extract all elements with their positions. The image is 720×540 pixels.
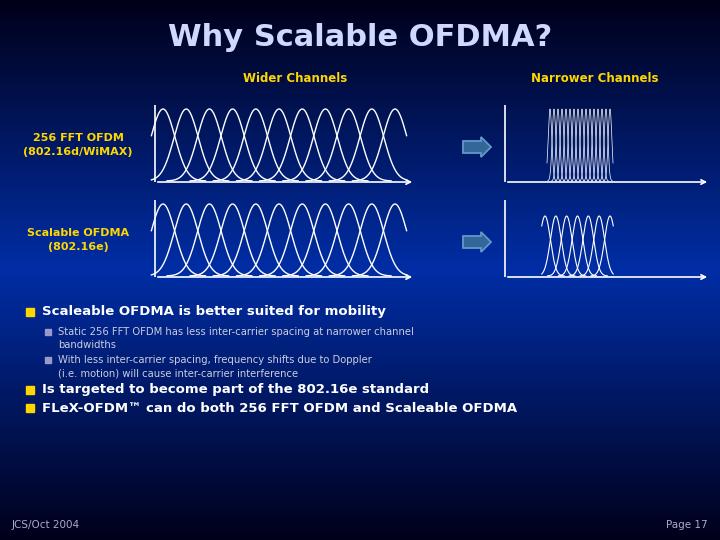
- Text: JCS/Oct 2004: JCS/Oct 2004: [12, 520, 80, 530]
- Text: Scaleable OFDMA is better suited for mobility: Scaleable OFDMA is better suited for mob…: [42, 306, 386, 319]
- Text: Static 256 FFT OFDM has less inter-carrier spacing at narrower channel
bandwidth: Static 256 FFT OFDM has less inter-carri…: [58, 327, 414, 350]
- Text: Wider Channels: Wider Channels: [243, 71, 347, 84]
- Text: Scalable OFDMA
(802.16e): Scalable OFDMA (802.16e): [27, 228, 129, 252]
- Text: Page 17: Page 17: [667, 520, 708, 530]
- Text: Why Scalable OFDMA?: Why Scalable OFDMA?: [168, 24, 552, 52]
- Text: FLeX-OFDM™ can do both 256 FFT OFDM and Scaleable OFDMA: FLeX-OFDM™ can do both 256 FFT OFDM and …: [42, 402, 517, 415]
- FancyArrow shape: [463, 232, 491, 252]
- Text: With less inter-carrier spacing, frequency shifts due to Doppler
(i.e. motion) w: With less inter-carrier spacing, frequen…: [58, 355, 372, 378]
- Text: 256 FFT OFDM
(802.16d/WiMAX): 256 FFT OFDM (802.16d/WiMAX): [23, 133, 132, 157]
- Text: Is targeted to become part of the 802.16e standard: Is targeted to become part of the 802.16…: [42, 383, 429, 396]
- Text: Narrower Channels: Narrower Channels: [531, 71, 659, 84]
- FancyArrow shape: [463, 137, 491, 157]
